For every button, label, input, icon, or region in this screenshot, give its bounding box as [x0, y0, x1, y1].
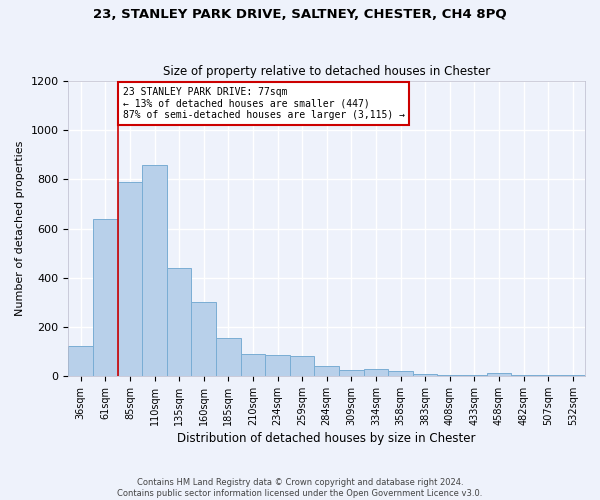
Bar	[339, 370, 364, 376]
Text: 23 STANLEY PARK DRIVE: 77sqm
← 13% of detached houses are smaller (447)
87% of s: 23 STANLEY PARK DRIVE: 77sqm ← 13% of de…	[122, 87, 404, 120]
Text: 23, STANLEY PARK DRIVE, SALTNEY, CHESTER, CH4 8PQ: 23, STANLEY PARK DRIVE, SALTNEY, CHESTER…	[93, 8, 507, 20]
Bar	[142, 164, 167, 376]
Bar	[290, 356, 314, 376]
Bar	[487, 373, 511, 376]
Bar	[167, 268, 191, 376]
Bar	[413, 374, 437, 376]
Bar	[265, 355, 290, 376]
Bar	[437, 374, 462, 376]
Bar	[388, 370, 413, 376]
Bar	[191, 302, 216, 376]
Bar	[314, 366, 339, 376]
Bar	[462, 375, 487, 376]
Bar	[93, 218, 118, 376]
Bar	[118, 182, 142, 376]
Text: Contains HM Land Registry data © Crown copyright and database right 2024.
Contai: Contains HM Land Registry data © Crown c…	[118, 478, 482, 498]
Bar	[68, 346, 93, 376]
Y-axis label: Number of detached properties: Number of detached properties	[15, 141, 25, 316]
Bar	[364, 369, 388, 376]
Bar	[216, 338, 241, 376]
X-axis label: Distribution of detached houses by size in Chester: Distribution of detached houses by size …	[178, 432, 476, 445]
Bar	[241, 354, 265, 376]
Title: Size of property relative to detached houses in Chester: Size of property relative to detached ho…	[163, 66, 490, 78]
